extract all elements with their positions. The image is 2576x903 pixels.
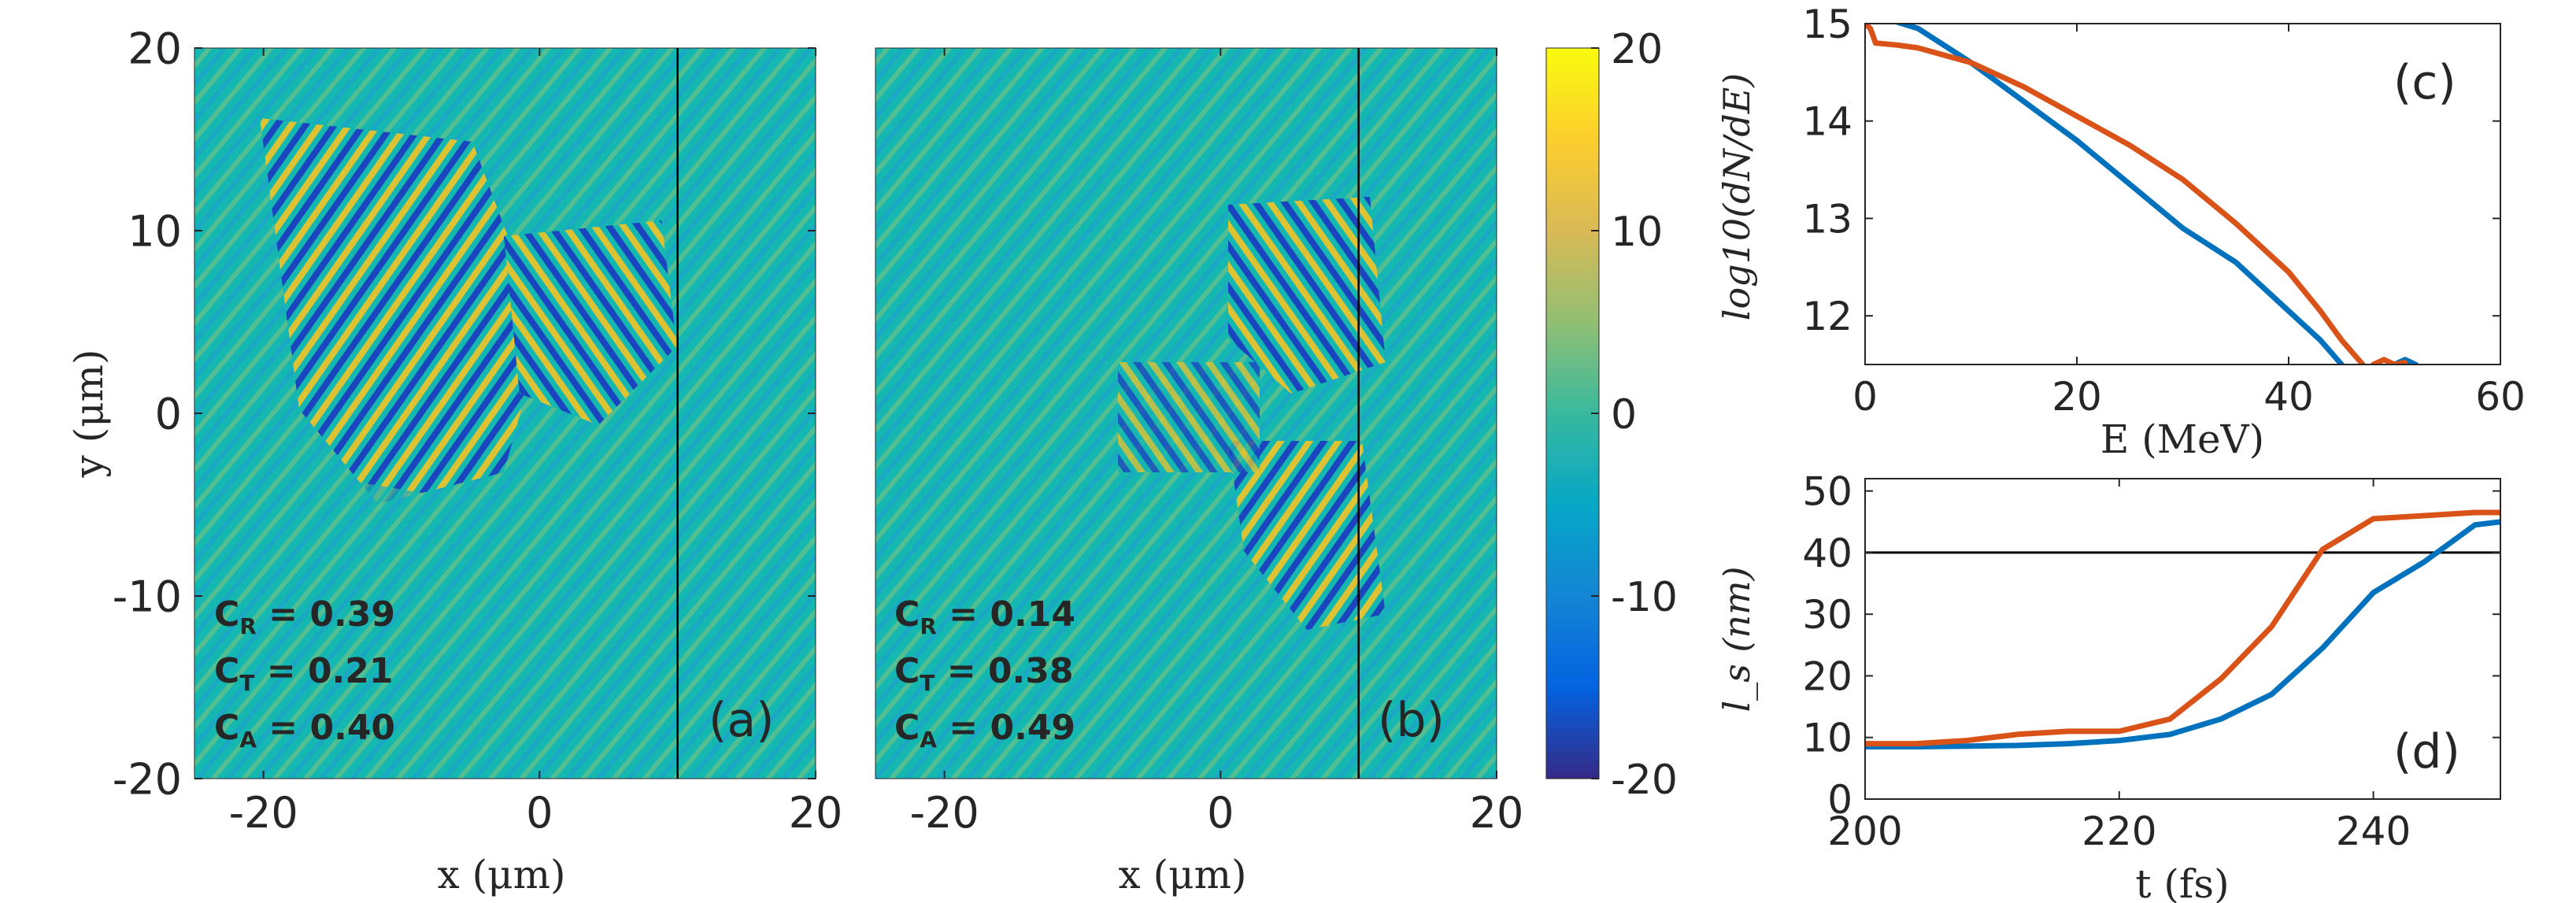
panel-a-y-tick-label: -20 [113,754,182,804]
panel-d-x-label: t (fs) [2135,861,2229,903]
panel-b: -20 0 20 x (μm) (b) CR = 0.14 CT = 0.38 CA… [875,47,1524,897]
panel-c-x-tick-label: 40 [2263,374,2314,420]
panel-a-field [194,48,816,779]
panel-c-y-tick-label: 12 [1802,294,1852,339]
panel-a-y-ticks: 20 10 0 -10 -20 [113,24,816,804]
panel-a-y-tick-label: -10 [113,572,182,621]
colorbar-gradient [1545,47,1600,779]
panel-d-y-tick-label: 0 [1827,777,1852,823]
panel-d-y-tick-label: 10 [1802,716,1852,761]
panel-d-y-tick-label: 30 [1802,592,1852,638]
panel-d-x-tick-label: 240 [2336,809,2411,854]
panel-d-y-ticks: 50 40 30 20 10 0 [1802,469,2500,823]
colorbar-ticks: 20 10 0 -10 -20 [1591,26,1678,804]
panel-a: -20 0 20 20 10 0 -10 -20 x (μm) y (μm) (a) CR … [66,24,842,897]
panel-d-series-blue [1865,519,2500,749]
panel-b-x-tick-label: 0 [1207,788,1234,838]
panel-a-y-label: y (μm) [66,349,112,478]
panel-d-series [1865,509,2500,749]
panel-a-coefficients: CR = 0.39 CT = 0.21 CA = 0.40 [214,594,395,753]
panel-c-y-tick-label: 13 [1802,196,1852,242]
panel-b-frame [875,47,1497,779]
panel-d-tag: (d) [2393,724,2460,779]
panel-c-frame [1864,23,2501,365]
panel-c-tail-orange [2371,357,2408,365]
panel-a-y-tick-label: 20 [128,24,182,73]
colorbar-tick-label: -10 [1611,574,1678,621]
panel-c-y-ticks: 15 14 13 12 [1802,2,2500,339]
panel-a-y-tick-label: 10 [128,206,182,256]
panel-c-y-tick-label: 15 [1802,2,1852,47]
panel-d: 200 220 240 50 40 30 20 10 0 t (fs) l_s (nm) (d… [1715,469,2501,903]
panel-c-x-tick-label: 0 [1852,374,1878,420]
panel-c-y-tick-label: 14 [1802,99,1852,145]
panel-d-y-tick-label: 50 [1802,469,1852,515]
panel-d-x-tick-label: 220 [2082,809,2156,854]
panel-a-x-tick-label: 0 [526,788,553,838]
panel-c-series [1865,24,2419,365]
colorbar-tick-label: 20 [1611,26,1663,73]
panel-c-x-label: E (MeV) [2100,416,2264,462]
panel-c-x-ticks: 0 20 40 60 [1852,24,2526,420]
panel-a-x-ticks: -20 0 20 [229,48,843,838]
panel-a-tag: (a) [709,693,775,748]
panel-b-tag: (b) [1378,693,1445,748]
panel-b-x-tick-label: 20 [1470,788,1524,838]
panel-c-tag: (c) [2393,55,2456,110]
panel-b-field [875,48,1497,779]
panel-c: 0 20 40 60 15 14 13 12 E (MeV) log10(dN/dE) (c… [1715,2,2526,462]
panel-a-y-tick-label: 0 [155,389,182,439]
panel-a-x-tick-label: -20 [229,788,298,838]
panel-d-y-tick-label: 20 [1802,653,1852,699]
panel-b-coef-A: CA = 0.49 [894,708,1075,753]
panel-a-x-tick-label: 20 [789,788,843,838]
panel-d-x-tick-label: 200 [1827,809,1902,854]
panel-b-coefficients: CR = 0.14 CT = 0.38 CA = 0.49 [894,594,1075,753]
panel-b-x-label: x (μm) [1118,852,1246,897]
panel-c-x-tick-label: 60 [2475,374,2526,420]
panel-d-y-label: l_s (nm) [1715,566,1758,712]
panel-b-x-ticks: -20 0 20 [910,48,1524,838]
panel-c-series-orange [1865,24,2366,365]
panel-c-y-label: log10(dN/dE) [1715,73,1758,321]
panel-d-frame [1864,478,2501,800]
colorbar-tick-label: 10 [1611,209,1663,256]
panel-d-series-orange [1865,509,2500,747]
panel-d-y-tick-label: 40 [1802,531,1852,576]
panel-c-series-blue [1893,24,2345,365]
panel-c-x-tick-label: 20 [2052,374,2102,420]
panel-b-x-tick-label: -20 [910,788,979,838]
colorbar: 20 10 0 -10 -20 [1545,26,1678,804]
colorbar-tick-label: -20 [1611,757,1678,804]
panel-a-x-label: x (μm) [437,852,565,897]
colorbar-tick-label: 0 [1611,391,1637,439]
panel-d-x-ticks: 200 220 240 [1827,479,2411,854]
